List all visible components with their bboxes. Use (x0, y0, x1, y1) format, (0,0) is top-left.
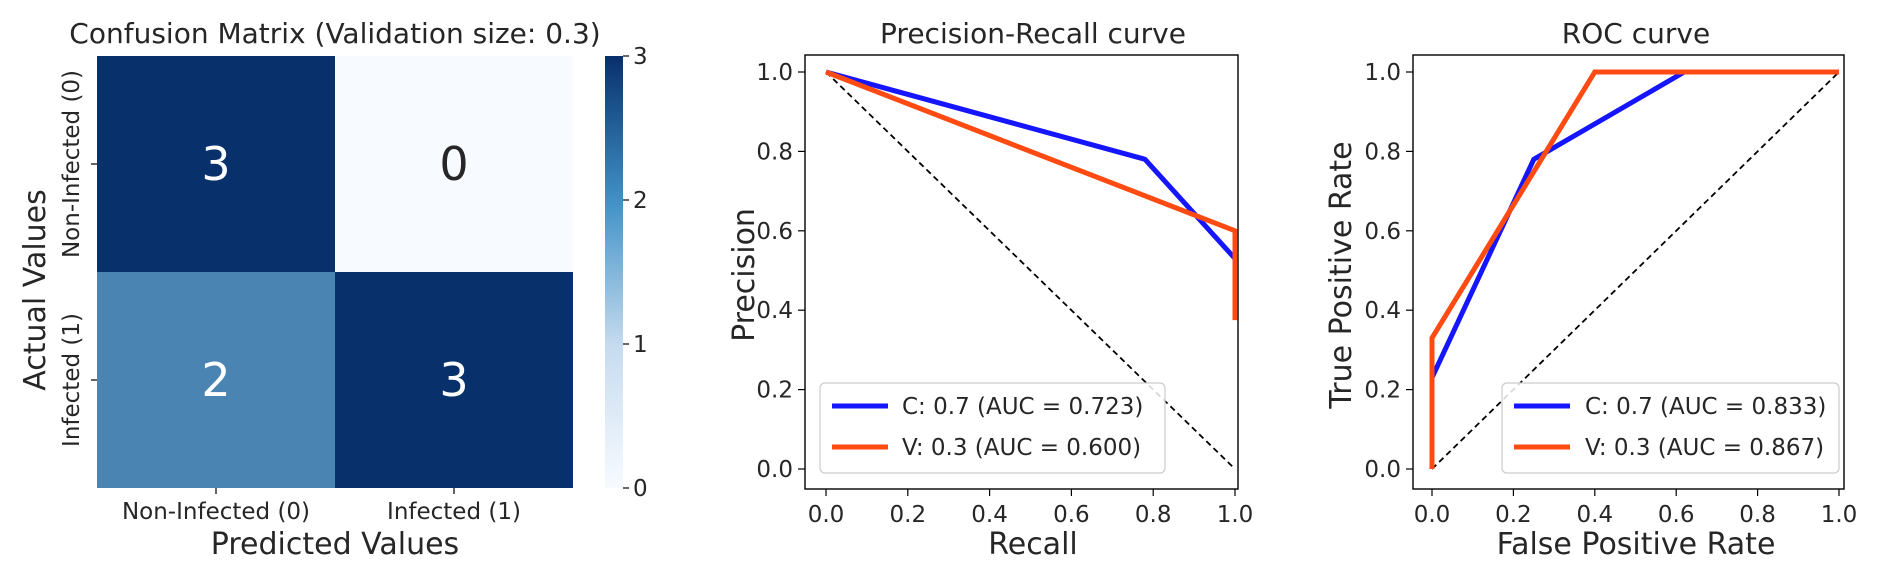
roc-legend-box (1501, 382, 1840, 474)
y-tick-label: 0.6 (1364, 219, 1401, 245)
y-tick-label: 0.4 (756, 298, 793, 324)
reference-line (825, 71, 1236, 470)
pr-axes-frame (804, 54, 1239, 490)
roc-legend-label-v: V: 0.3 (AUC = 0.867) (1585, 435, 1824, 461)
y-tick-label: 1.0 (756, 60, 793, 86)
reference-line (1431, 71, 1840, 470)
y-tick-label: 0.2 (756, 378, 793, 404)
pr-legend-box (819, 382, 1166, 474)
roc-legend: C: 0.7 (AUC = 0.833) V: 0.3 (AUC = 0.867… (1501, 382, 1840, 474)
y-tick-label: 0.4 (1364, 298, 1401, 324)
cm-cell-value: 3 (439, 353, 468, 407)
x-tick-label: 0.2 (1495, 502, 1532, 528)
cm-cell (335, 272, 573, 488)
cm-y-tick-label: Infected (1) (59, 313, 85, 447)
colorbar-tick-label: 2 (633, 188, 648, 214)
colorbar-tick-label: 1 (633, 332, 648, 358)
y-tick-label: 0.0 (756, 457, 793, 483)
colorbar-tick-label: 3 (633, 44, 648, 70)
roc-legend-label-c: C: 0.7 (AUC = 0.833) (1585, 394, 1826, 420)
series-line-0 (825, 69, 1237, 261)
roc-title: ROC curve (1562, 17, 1710, 50)
pr-legend-label-c: C: 0.7 (AUC = 0.723) (902, 394, 1143, 420)
x-tick-label: 0.8 (1739, 502, 1776, 528)
cm-cells: 3 0 2 3 Non-Infected (0) Infected (1) Non-Infe… (59, 56, 573, 525)
roc-plot-area: 0.0 0.2 0.4 0.6 0.8 1.0 0.0 0.2 0.4 0.6 0.8 1.0 (1364, 60, 1857, 528)
pr-title: Precision-Recall curve (880, 17, 1186, 50)
cm-xlabel: Predicted Values (211, 527, 459, 562)
x-tick-label: 0.6 (1053, 502, 1090, 528)
pr-curve-panel: Precision-Recall curve 0.0 0.2 0.4 0.6 0.8 1.… (727, 17, 1253, 562)
cm-x-tick-label: Non-Infected (0) (122, 499, 310, 525)
x-tick-label: 0.4 (971, 502, 1008, 528)
y-tick-label: 0.8 (1364, 139, 1401, 165)
cm-cell-value: 2 (201, 353, 230, 407)
roc-axes-frame (1412, 54, 1845, 490)
cm-cell (97, 56, 335, 272)
confusion-matrix-panel: Confusion Matrix (Validation size: 0.3) … (18, 17, 648, 562)
pr-legend: C: 0.7 (AUC = 0.723) V: 0.3 (AUC = 0.600… (819, 382, 1166, 474)
cm-cell (97, 272, 335, 488)
cm-cell-value: 0 (439, 137, 468, 191)
y-tick-label: 0.2 (1364, 378, 1401, 404)
roc-curve-panel: ROC curve 0.0 0.2 0.4 0.6 0.8 1.0 0.0 0.2 0.4 0.6… (1324, 17, 1857, 562)
pr-ylabel: Precision (727, 208, 762, 342)
x-tick-label: 0.8 (1135, 502, 1172, 528)
cm-colorbar: 0 1 2 3 (605, 44, 648, 502)
cm-cell-value: 3 (201, 137, 230, 191)
x-tick-label: 0.0 (1414, 502, 1451, 528)
x-tick-label: 0.2 (890, 502, 927, 528)
pr-xlabel: Recall (988, 527, 1078, 562)
y-tick-label: 0.0 (1364, 457, 1401, 483)
pr-legend-label-v: V: 0.3 (AUC = 0.600) (902, 435, 1141, 461)
y-tick-label: 1.0 (1364, 60, 1401, 86)
series-line-1 (1429, 69, 1839, 469)
cm-title: Confusion Matrix (Validation size: 0.3) (69, 17, 600, 50)
roc-ylabel: True Positive Rate (1324, 141, 1359, 409)
x-tick-label: 0.0 (808, 502, 845, 528)
y-tick-label: 0.6 (756, 219, 793, 245)
colorbar-gradient (605, 56, 623, 488)
cm-cell (335, 56, 573, 272)
x-tick-label: 1.0 (1821, 502, 1858, 528)
x-tick-label: 0.6 (1658, 502, 1695, 528)
y-tick-label: 0.8 (756, 139, 793, 165)
cm-ylabel: Actual Values (18, 189, 53, 391)
x-tick-label: 0.4 (1577, 502, 1614, 528)
series-line-1 (825, 69, 1238, 321)
colorbar-tick-label: 0 (633, 476, 648, 502)
pr-plot-area: 0.0 0.2 0.4 0.6 0.8 1.0 0.0 0.2 0.4 0.6 0.8 1.0 (756, 60, 1253, 528)
cm-y-tick-label: Non-Infected (0) (59, 70, 85, 258)
x-tick-label: 1.0 (1217, 502, 1254, 528)
roc-xlabel: False Positive Rate (1497, 527, 1776, 562)
cm-x-tick-label: Infected (1) (387, 499, 521, 525)
